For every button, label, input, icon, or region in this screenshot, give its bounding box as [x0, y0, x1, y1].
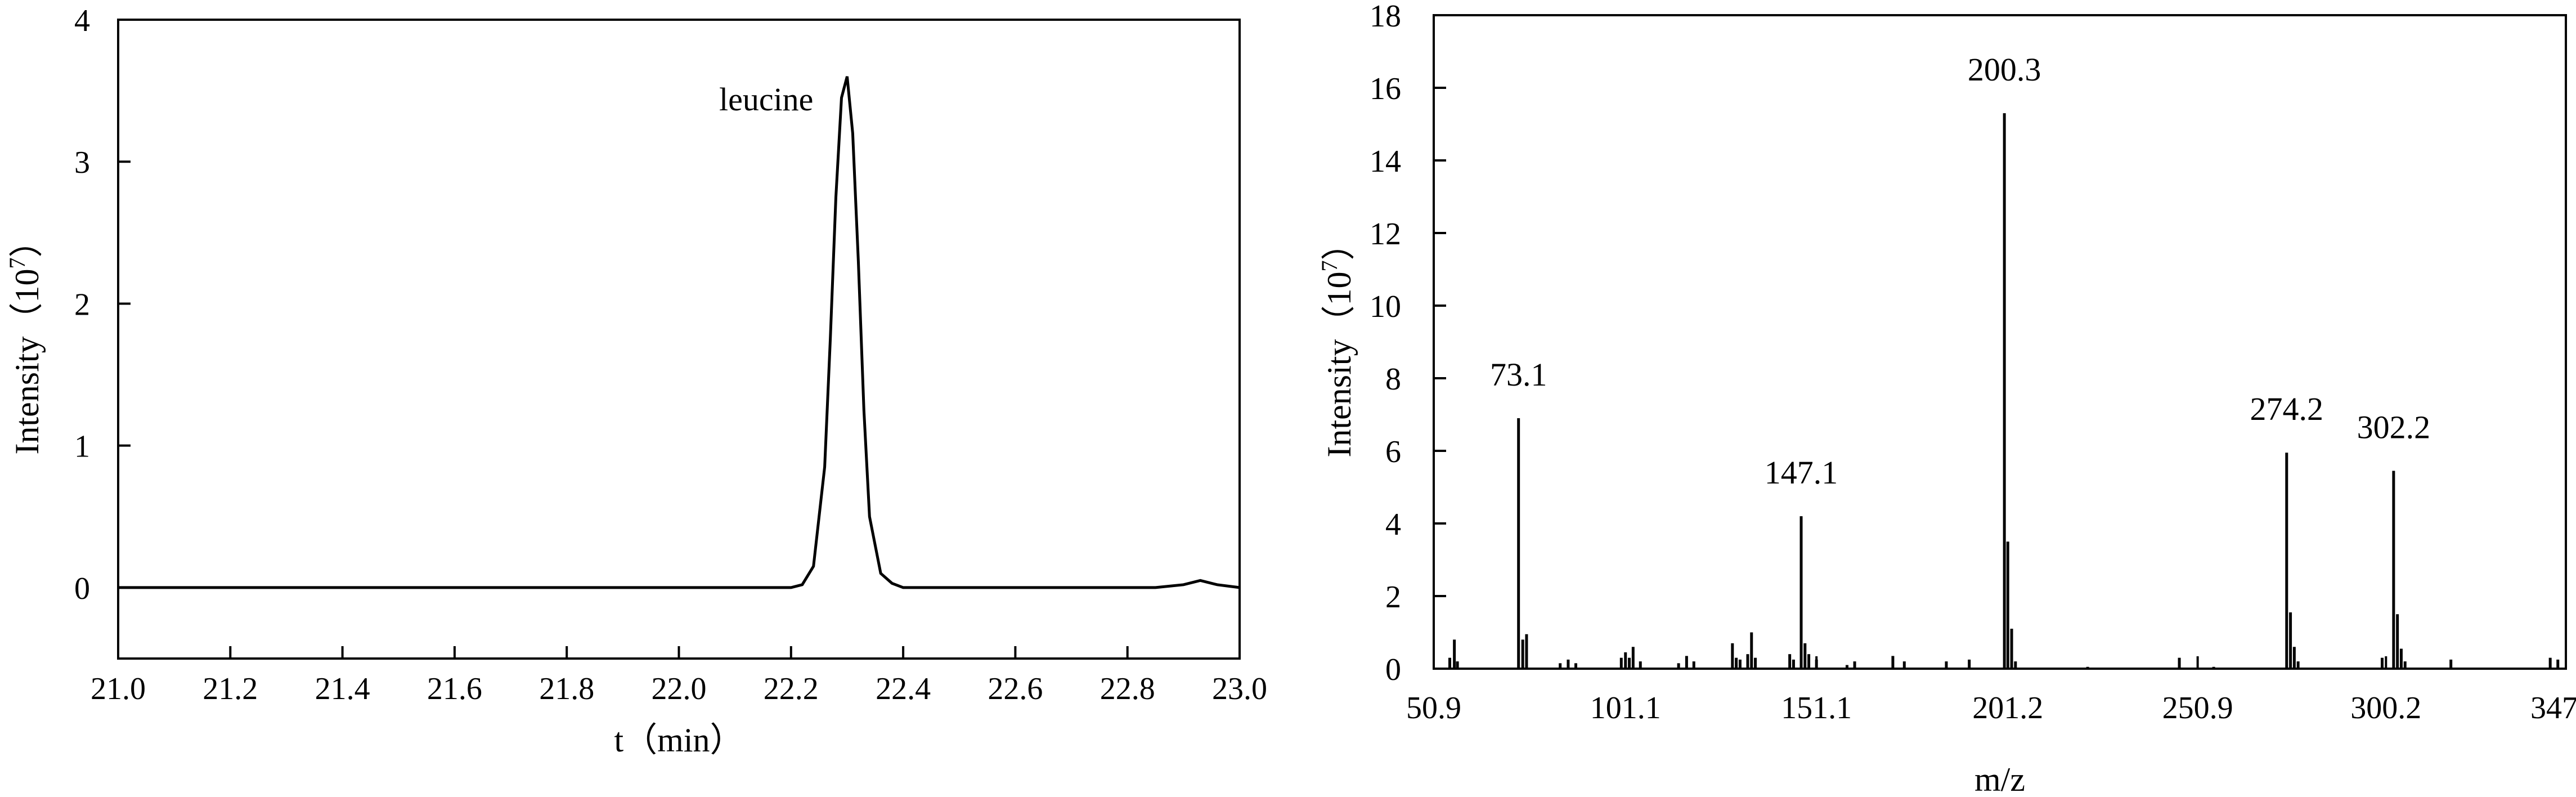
chromatogram-y-tick-label: 2: [74, 287, 90, 322]
chromatogram-x-tick-label: 23.0: [1212, 671, 1267, 706]
mass-spectrum-peak-labels: 73.1 147.1 200.3 274.2 302.2: [1490, 51, 2430, 491]
chromatogram-x-tick-label: 22.2: [764, 671, 819, 706]
chromatogram-x-tick-label: 21.0: [91, 671, 146, 706]
mass-spectrum-ticks: 50.9 101.1 151.1 201.2 250.9 300.2 347.3 0 2 4 6 8 1…: [1370, 0, 2576, 726]
mass-spectrum-plot-frame: [1433, 14, 2567, 670]
mass-spectrum-peak-label: 200.3: [1968, 51, 2041, 88]
mass-spectrum-x-tick-label: 300.2: [2350, 691, 2421, 726]
mass-spectrum-x-axis-title: m/z: [1974, 761, 2025, 797]
chromatogram-x-tick-label: 22.4: [876, 671, 931, 706]
mass-spectrum-y-tick-label: 12: [1370, 217, 1401, 252]
chromatogram-y-tick-label: 4: [74, 3, 90, 38]
mass-spectrum-y-tick-label: 6: [1385, 435, 1401, 469]
mass-spectrum-y-tick-label: 18: [1370, 0, 1401, 34]
chromatogram-y-axis-title-close: ）: [8, 224, 46, 258]
mass-spectrum-x-tick-label: 347.3: [2530, 691, 2576, 726]
mass-spectrum-y-axis-exponent: 7: [1317, 261, 1342, 272]
mass-spectrum-peak-label: 73.1: [1490, 356, 1547, 393]
mass-spectrum-peak-label: 302.2: [2357, 409, 2431, 445]
chromatogram-y-tick-label: 0: [74, 571, 90, 606]
mass-spectrum-y-axis-title: Intensity（107）: [1317, 227, 1358, 458]
chromatogram-y-tick-label: 1: [74, 429, 90, 464]
chromatogram-x-tick-label: 21.4: [315, 671, 370, 706]
chromatogram-x-tick-label: 21.8: [539, 671, 594, 706]
chromatogram-x-tick-label: 21.2: [203, 671, 258, 706]
chromatogram-ticks: 21.0 21.2 21.4 21.6 21.8 22.0 22.2 22.4 22.6 22.8…: [74, 3, 1267, 706]
mass-spectrum-y-tick-label: 16: [1370, 71, 1401, 106]
mass-spectrum-panel: 50.9 101.1 151.1 201.2 250.9 300.2 347.3 0 2 4 6 8 1…: [1317, 0, 2576, 797]
chromatogram-x-tick-label: 21.6: [427, 671, 482, 706]
mass-spectrum-y-tick-label: 10: [1370, 289, 1401, 324]
mass-spectrum-y-axis-title-main: Intensity（10: [1321, 272, 1358, 458]
mass-spectrum-y-tick-label: 4: [1385, 507, 1401, 542]
mass-spectrum-y-tick-label: 0: [1385, 652, 1401, 687]
peak-label-leucine: leucine: [719, 81, 813, 118]
chromatogram-trace: [118, 76, 1240, 589]
mass-spectrum-peak-label: 274.2: [2250, 391, 2324, 427]
chromatogram-x-tick-label: 22.8: [1100, 671, 1155, 706]
mass-spectrum-x-tick-label: 250.9: [2162, 691, 2233, 726]
chromatogram-plot-frame: [117, 19, 1241, 660]
mass-spectrum-bars: [1448, 113, 2560, 669]
mass-spectrum-peak-label: 147.1: [1765, 454, 1838, 491]
mass-spectrum-y-tick-label: 8: [1385, 362, 1401, 397]
chromatogram-y-axis-title: Intensity（107）: [5, 224, 46, 455]
chromatogram-x-tick-label: 22.0: [652, 671, 707, 706]
mass-spectrum-x-tick-label: 101.1: [1590, 691, 1661, 726]
mass-spectrum-x-tick-label: 151.1: [1781, 691, 1852, 726]
chromatogram-x-tick-label: 22.6: [988, 671, 1043, 706]
chromatogram-y-axis-exponent: 7: [5, 258, 30, 269]
mass-spectrum-x-tick-label: 50.9: [1406, 691, 1461, 726]
chromatogram-y-tick-label: 3: [74, 145, 90, 180]
mass-spectrum-y-tick-label: 14: [1370, 144, 1401, 179]
chromatogram-panel: 21.0 21.2 21.4 21.6 21.8 22.0 22.2 22.4 22.6 22.8…: [5, 3, 1267, 759]
mass-spectrum-x-tick-label: 201.2: [1972, 691, 2043, 726]
mass-spectrum-y-axis-title-close: ）: [1321, 227, 1358, 261]
chromatogram-y-axis-title-main: Intensity（10: [8, 269, 46, 455]
chromatogram-x-axis-title: t（min）: [614, 722, 743, 759]
mass-spectrum-y-tick-label: 2: [1385, 580, 1401, 615]
